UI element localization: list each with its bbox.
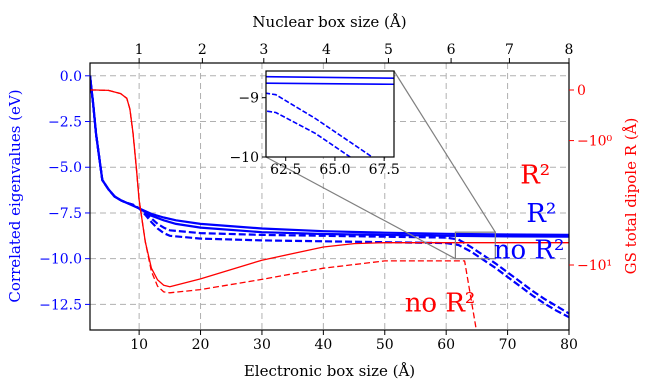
series-line-2 <box>90 75 569 236</box>
x-tick-label: 10 <box>130 337 148 353</box>
y-tick-label: 0.0 <box>60 69 82 85</box>
x-tick-label: 20 <box>192 337 210 353</box>
top-tick-label: 4 <box>322 42 331 58</box>
inset-frame <box>265 70 395 158</box>
series-line-4 <box>90 75 569 315</box>
top-axis-ticks: 1 2 3 4 5 6 7 8 <box>135 42 574 63</box>
x-tick-label: 60 <box>437 337 455 353</box>
y-tick-label: −5.0 <box>48 160 82 176</box>
top-tick-label: 8 <box>565 42 574 58</box>
inset-x-tick-label: 65.0 <box>319 162 350 178</box>
top-tick-label: 2 <box>198 42 207 58</box>
right-axis-ticks: 0 −10⁰ −10¹ <box>569 83 613 274</box>
annotation-label-3: no R² <box>494 236 565 266</box>
annotations: R² R² no R² no R² <box>405 161 565 319</box>
x-tick-label: 30 <box>253 337 271 353</box>
plot-frame <box>89 62 570 331</box>
zoom-connectors <box>265 70 496 260</box>
y-tick-label: −10.0 <box>39 252 82 268</box>
y2-axis-label: GS total dipole R (Å) <box>622 118 640 275</box>
annotation-label-2: R² <box>526 199 556 229</box>
annotation-label-4: no R² <box>405 289 476 319</box>
right-tick-label: −10¹ <box>577 258 612 274</box>
inset-ticks: 62.5 65.0 67.5 −9 −10 <box>229 91 399 178</box>
series-lines <box>90 75 569 330</box>
top-axis-label: Nuclear box size (Å) <box>252 13 406 31</box>
top-tick-label: 3 <box>259 42 268 58</box>
inset-y-tick-label: −9 <box>238 91 259 107</box>
x-tick-label: 70 <box>499 337 517 353</box>
inset-x-tick-label: 62.5 <box>270 162 301 178</box>
y-axis-label: Correlated eigenvalues (eV) <box>6 89 24 302</box>
x-axis-ticks: 10 20 30 40 50 60 70 80 <box>130 330 578 353</box>
x-tick-label: 40 <box>314 337 332 353</box>
top-tick-label: 1 <box>135 42 144 58</box>
x-axis-label: Electronic box size (Å) <box>244 362 415 380</box>
annotation-label-1: R² <box>520 161 550 191</box>
top-tick-label: 6 <box>447 42 456 58</box>
y-tick-label: −7.5 <box>48 206 82 222</box>
zoom-connector-line <box>393 70 496 233</box>
top-tick-label: 7 <box>505 42 514 58</box>
right-tick-label: −10⁰ <box>577 134 613 150</box>
series-line-5 <box>90 89 569 288</box>
y-tick-label: −12.5 <box>39 297 82 313</box>
x-tick-label: 50 <box>376 337 394 353</box>
zoom-region-box <box>454 231 496 260</box>
inset-x-tick-label: 67.5 <box>369 162 400 178</box>
y-tick-label: −2.5 <box>48 115 82 131</box>
y-axis-ticks: 0.0 −2.5 −5.0 −7.5 −10.0 −12.5 <box>39 69 90 313</box>
inset-y-tick-label: −10 <box>229 150 259 166</box>
inset-series-line-2 <box>266 75 394 80</box>
top-tick-label: 5 <box>384 42 393 58</box>
right-tick-label: 0 <box>577 83 586 99</box>
series-line-6 <box>90 89 477 330</box>
x-tick-label: 80 <box>560 337 578 353</box>
zoom-connector-line <box>265 156 456 260</box>
